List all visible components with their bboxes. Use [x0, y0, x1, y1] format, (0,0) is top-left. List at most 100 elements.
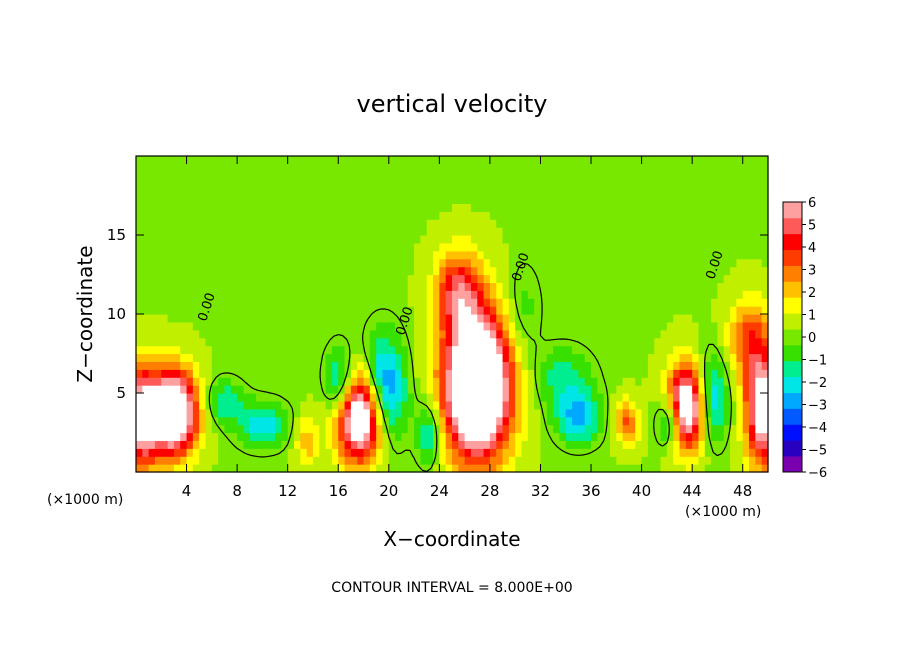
heatmap-cell [717, 219, 725, 228]
heatmap-cell [597, 219, 605, 228]
y-tick-label: 10 [107, 305, 126, 323]
heatmap-cell [243, 258, 251, 268]
heatmap-cell [502, 266, 510, 276]
heatmap-cell [635, 424, 643, 434]
heatmap-cell [199, 179, 207, 189]
heatmap-cell [199, 298, 207, 307]
heatmap-cell [136, 235, 143, 244]
heatmap-cell [186, 400, 194, 410]
heatmap-cell [173, 298, 181, 307]
heatmap-cell [546, 306, 554, 315]
heatmap-cell [464, 424, 472, 434]
heatmap-cell [211, 369, 219, 378]
heatmap-cell [610, 219, 617, 228]
heatmap-cell [628, 250, 636, 260]
heatmap-cell [502, 321, 510, 331]
heatmap-cell [173, 337, 181, 347]
heatmap-cell [565, 179, 573, 189]
heatmap-cell [704, 416, 712, 426]
heatmap-cell [382, 337, 390, 347]
heatmap-cell [698, 448, 706, 457]
heatmap-cell [489, 416, 497, 426]
heatmap-cell [578, 227, 586, 236]
heatmap-cell [660, 250, 668, 260]
heatmap-cell [584, 337, 592, 347]
heatmap-cell [344, 211, 352, 220]
heatmap-cell [287, 179, 295, 189]
heatmap-cell [616, 235, 624, 244]
heatmap-cell [527, 242, 535, 252]
heatmap-cell [237, 290, 245, 299]
heatmap-cell [578, 424, 586, 434]
heatmap-cell [673, 353, 681, 362]
heatmap-cell [312, 314, 320, 323]
heatmap-cell [464, 393, 472, 402]
heatmap-cell [647, 464, 655, 473]
heatmap-cell [357, 171, 365, 181]
heatmap-cell [654, 195, 662, 204]
heatmap-cell [452, 393, 459, 402]
heatmap-cell [584, 432, 592, 441]
heatmap-cell [331, 235, 339, 244]
heatmap-cell [685, 337, 693, 347]
heatmap-cell [300, 203, 308, 212]
heatmap-cell [211, 440, 219, 449]
heatmap-cell [704, 171, 712, 181]
heatmap-cell [344, 314, 352, 323]
heatmap-cell [692, 353, 700, 362]
heatmap-cell [237, 235, 245, 244]
heatmap-cell [211, 464, 219, 473]
y-tick-label: 15 [107, 226, 126, 244]
heatmap-cell [275, 163, 282, 173]
heatmap-cell [647, 227, 655, 236]
heatmap-cell [205, 258, 213, 268]
heatmap-cell [591, 321, 598, 331]
heatmap-cell [205, 227, 213, 236]
heatmap-cell [723, 353, 731, 362]
heatmap-cell [218, 345, 226, 355]
heatmap-cell [527, 195, 535, 204]
heatmap-cell [685, 235, 693, 244]
heatmap-cell [603, 290, 611, 299]
heatmap-cell [338, 187, 346, 197]
heatmap-cell [439, 393, 447, 402]
colorbar-swatch [783, 329, 802, 346]
heatmap-cell [192, 266, 200, 276]
heatmap-cell [256, 179, 263, 189]
heatmap-cell [173, 266, 181, 276]
heatmap-cell [142, 440, 150, 449]
heatmap-cell [230, 266, 238, 276]
heatmap-cell [635, 400, 643, 410]
heatmap-cell [591, 290, 598, 299]
heatmap-cell [515, 400, 523, 410]
heatmap-cell [363, 448, 371, 457]
heatmap-cell [306, 266, 314, 276]
heatmap-cell [565, 187, 573, 197]
heatmap-cell [401, 242, 409, 252]
heatmap-cell [458, 432, 466, 441]
heatmap-cell [603, 377, 611, 386]
heatmap-cell [578, 242, 586, 252]
heatmap-cell [331, 385, 339, 394]
heatmap-cell [319, 337, 327, 347]
heatmap-cell [508, 306, 516, 315]
x-tick-label: 12 [278, 482, 297, 500]
heatmap-cell [173, 235, 181, 244]
heatmap-cell [294, 353, 301, 362]
heatmap-cell [243, 416, 251, 426]
heatmap-cell [300, 448, 308, 457]
heatmap-cell [433, 353, 440, 362]
heatmap-cell [167, 235, 175, 244]
heatmap-cell [420, 156, 428, 165]
heatmap-cell [534, 456, 542, 465]
heatmap-cell [749, 432, 756, 441]
heatmap-cell [470, 156, 478, 165]
heatmap-cell [679, 266, 687, 276]
heatmap-cell [136, 211, 143, 220]
heatmap-cell [591, 416, 598, 426]
heatmap-cell [325, 195, 333, 204]
heatmap-cell [218, 321, 226, 331]
heatmap-cell [704, 274, 712, 283]
heatmap-cell [414, 329, 421, 339]
heatmap-cell [483, 211, 491, 220]
